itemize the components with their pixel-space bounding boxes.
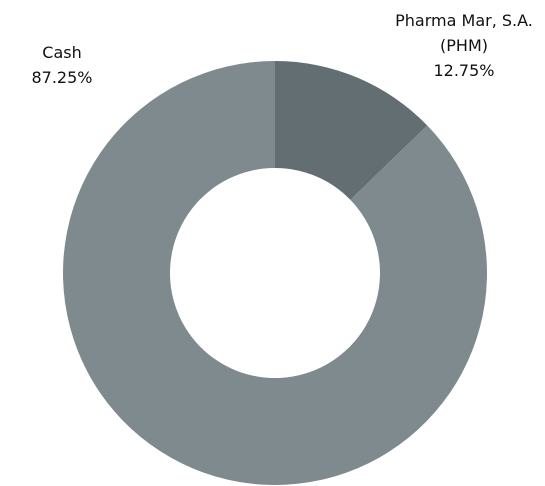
slice: [275, 61, 428, 200]
slice-label: Pharma Mar, S.A. (PHM) 12.75%: [378, 8, 545, 83]
category-label: Pharma Mar, S.A. (PHM): [395, 11, 533, 55]
value-label: 12.75%: [433, 61, 495, 80]
category-label: Cash: [42, 43, 82, 62]
slice-label: Cash 87.25%: [12, 40, 112, 90]
slice: [63, 61, 487, 486]
value-label: 87.25%: [31, 68, 93, 87]
